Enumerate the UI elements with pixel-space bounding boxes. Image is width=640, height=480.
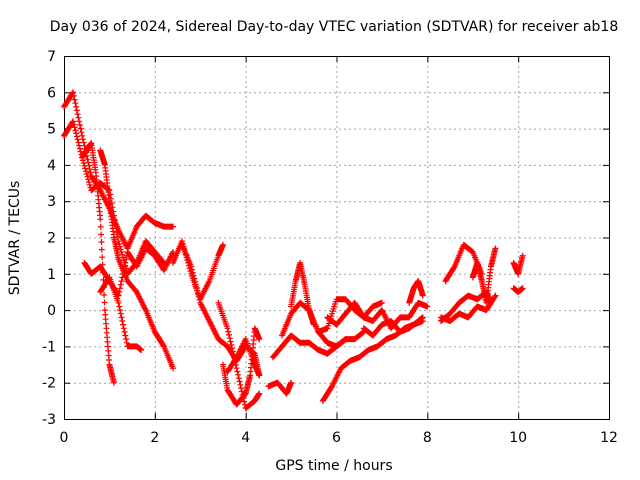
data-point-marks xyxy=(220,325,263,408)
data-point-marks xyxy=(265,379,295,397)
y-tick-label: 7 xyxy=(47,49,56,65)
data-point-marks xyxy=(406,278,426,306)
x-tick-label: 0 xyxy=(60,430,69,446)
series-sat-l xyxy=(265,379,295,397)
series-sat-d xyxy=(97,147,176,372)
x-tick-label: 2 xyxy=(150,430,159,446)
y-tick-label: -2 xyxy=(42,376,56,392)
series-sat-c xyxy=(79,140,117,386)
x-tick-label: 10 xyxy=(509,430,527,446)
y-tick-label: -3 xyxy=(42,412,56,428)
series-sat-y xyxy=(510,252,526,277)
y-tick-label: -1 xyxy=(42,339,56,355)
data-point-marks xyxy=(97,147,176,372)
y-axis-label: SDTVAR / TECUs xyxy=(7,181,23,296)
series-sat-r xyxy=(319,318,426,404)
y-tick-label: 1 xyxy=(47,267,56,283)
data-point-marks xyxy=(79,140,117,386)
data-point-marks xyxy=(61,89,176,252)
x-tick-label: 8 xyxy=(423,430,432,446)
series-sat-t xyxy=(406,278,426,306)
data-point-marks xyxy=(319,318,426,404)
series-sat-s xyxy=(360,314,426,339)
series-sat-v xyxy=(438,292,499,324)
data-point-marks xyxy=(438,292,499,324)
y-tick-label: 0 xyxy=(47,303,56,319)
data-marks xyxy=(61,89,526,412)
data-point-marks xyxy=(469,245,499,306)
data-point-marks xyxy=(97,274,145,353)
series-sat-j xyxy=(220,325,263,408)
series-sat-a xyxy=(61,89,176,252)
series-sat-k xyxy=(224,336,263,379)
tick-layer xyxy=(64,56,610,420)
data-point-marks xyxy=(224,336,263,379)
series-sat-x xyxy=(469,245,499,306)
series-sat-z xyxy=(510,285,526,295)
x-tick-labels: 0 2 4 6 8 10 12 xyxy=(60,430,618,446)
y-tick-label: 3 xyxy=(47,194,56,210)
x-tick-label: 4 xyxy=(241,430,250,446)
x-axis-label: GPS time / hours xyxy=(275,458,392,474)
x-tick-label: 12 xyxy=(600,430,618,446)
data-point-marks xyxy=(288,259,317,328)
y-tick-label: 5 xyxy=(47,122,56,138)
data-point-marks xyxy=(510,252,526,277)
data-point-marks xyxy=(360,314,426,339)
grid-layer xyxy=(64,56,609,419)
chart-title: Day 036 of 2024, Sidereal Day-to-day VTE… xyxy=(50,19,619,35)
y-tick-labels: -3 -2 -1 0 1 2 3 4 5 6 7 xyxy=(42,49,56,428)
data-point-marks xyxy=(510,285,526,295)
y-tick-label: 4 xyxy=(47,158,56,174)
series-sat-o xyxy=(288,259,317,328)
y-tick-label: 2 xyxy=(47,231,56,247)
series-sat-f xyxy=(97,274,145,353)
y-tick-label: 6 xyxy=(47,85,56,101)
x-tick-label: 6 xyxy=(332,430,341,446)
